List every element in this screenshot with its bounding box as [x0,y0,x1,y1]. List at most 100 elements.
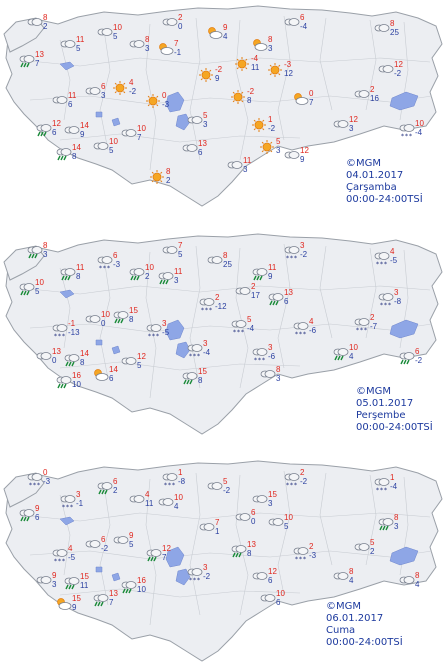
max-temp: 10 [113,23,122,32]
max-temp: 15 [72,594,81,603]
rain-icon [19,55,35,68]
max-temp: 13 [247,540,256,549]
max-temp: 1 [390,473,395,482]
station-cloud: 217 [235,282,260,300]
svg-text:*: * [156,333,159,340]
caption-org: ©MGM [346,158,382,169]
forecast-map-day-2: 8 3 11 8 10 5 * * * 6 -3 10 2 11 3 7 5 8 25 11 9 * * * 3 -2 * * * 4 -5… [0,228,448,443]
station-cloud: 115 [60,35,85,53]
cloud-icon [399,576,415,584]
cloud-icon [97,28,113,36]
lake [111,345,121,355]
max-temp: -4 [251,54,259,63]
rain-icon [333,348,349,361]
station-rain: 137 [19,50,44,68]
province-border [145,23,157,171]
min-temp: 4 [415,580,420,589]
station-snow: * * *3-1 [60,490,84,511]
max-temp: 3 [76,490,81,499]
svg-text:*: * [99,265,102,272]
min-temp: 3 [101,91,106,100]
svg-text:*: * [107,265,110,272]
station-cloud: 95 [113,531,134,549]
max-temp: 3 [203,339,208,348]
cloud-icon [121,129,137,137]
min-temp: 0 [101,319,106,328]
cloud-icon [227,161,243,169]
map-caption-1: ©MGM 04.01.2017 Çarşamba 00:00-24:00TSİ [346,158,423,206]
rain-icon [129,268,145,281]
svg-text:*: * [62,333,65,340]
province-border [59,133,301,143]
max-temp: 8 [268,35,273,44]
min-temp: 5 [76,44,81,53]
max-temp: 8 [415,571,420,580]
province-border [59,588,301,598]
min-temp: 2 [113,486,118,495]
max-temp: 12 [52,119,61,128]
cloud-icon [162,18,178,26]
caption-day: Çarşamba [346,182,397,193]
min-temp: 8 [198,376,203,385]
max-temp: 12 [300,146,309,155]
province-border [365,19,377,111]
min-temp: 3 [52,580,57,589]
svg-text:*: * [197,577,200,584]
svg-text:*: * [205,307,208,314]
min-temp: 7 [162,553,167,562]
min-temp: -5 [68,553,76,562]
cloud-icon [187,116,203,124]
snow-icon: * * * [187,568,203,584]
cloud-icon [85,540,101,548]
svg-text:*: * [148,333,151,340]
svg-text:*: * [294,255,297,262]
station-snow: * * *3-6 [252,343,276,364]
min-temp: -3 [113,260,121,269]
snow-icon: * * * [252,348,268,364]
station-sun: 82 [150,167,171,185]
station-snow: * * *3-4 [187,339,211,360]
station-sun: 0-3 [146,91,170,109]
min-temp: 11 [80,581,89,590]
min-temp: -2 [394,69,402,78]
lake [95,566,103,573]
station-snow: * * *3-8 [378,288,402,309]
caption-date: 06.01.2017 [326,613,384,624]
svg-text:*: * [376,261,379,268]
province-border [277,243,291,369]
max-temp: 11 [243,156,252,165]
station-cloud: 105 [93,137,118,155]
caption-day: Perşembe [356,410,406,421]
min-temp: 8 [72,152,77,161]
min-temp: -6 [309,326,317,335]
max-temp: 3 [394,288,399,297]
province-border [319,17,333,111]
rain-icon [27,246,43,259]
min-temp: -3 [43,477,51,486]
station-rain: 136 [268,288,293,306]
station-snow: * * *5-4 [231,315,255,336]
max-temp: 15 [80,572,89,581]
sun-cloud-icon [294,93,309,105]
station-cloud: 105 [268,513,293,531]
lake [165,91,185,113]
station-cloud: 71 [199,518,220,536]
station-snow: * * *2-2 [284,468,308,489]
station-rain: 96 [19,504,40,522]
min-temp: -2 [300,477,308,486]
min-temp: 2 [166,176,171,185]
map-caption-3: ©MGM 06.01.2017 Cuma 00:00-24:00TSİ [326,601,403,649]
max-temp: 5 [276,137,281,146]
snow-icon: * * * [293,322,309,338]
max-temp: 2 [309,542,314,551]
cloud-icon [129,40,145,48]
min-temp: -2 [415,356,423,365]
station-cloud: 83 [260,365,281,383]
station-snow: * * *4-5 [52,544,76,565]
min-temp: 8 [247,96,252,105]
station-snow: * * *3-5 [146,319,170,340]
max-temp: 10 [109,137,118,146]
